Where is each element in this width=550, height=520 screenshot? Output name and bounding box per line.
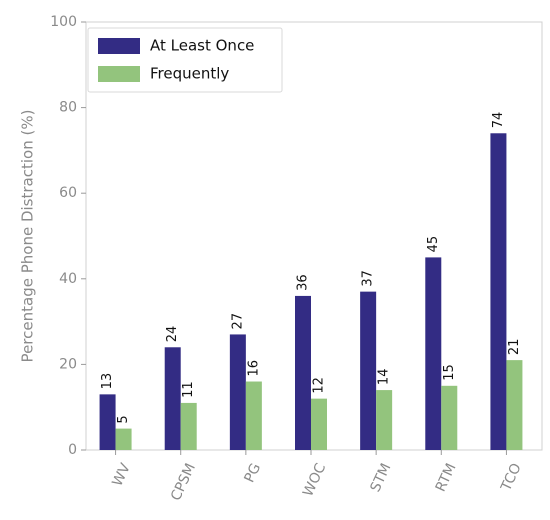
legend: At Least Once Frequently [87, 27, 283, 93]
bar-frequently-woc [311, 398, 327, 450]
x-axis-ticks: WV CPSM PG WOC STM RTM TCO [109, 450, 525, 503]
data-label-frequently-cpsm: 11 [181, 381, 196, 398]
bar-at-least-once-wv [99, 394, 116, 450]
bar-frequently-stm [376, 390, 393, 450]
x-tick-label-wv: WV [109, 461, 134, 489]
legend-swatch-at-least-once [98, 38, 140, 54]
legend-label-frequently: Frequently [150, 65, 229, 83]
x-tick-label-stm: STM [367, 461, 394, 495]
bar-at-least-once-rtm [425, 257, 442, 450]
y-tick-label: 40 [59, 271, 77, 287]
data-label-at-least-once-tco: 74 [491, 112, 506, 129]
y-tick-label: 60 [59, 185, 77, 201]
x-tick-label-cpsm: CPSM [168, 461, 199, 503]
y-axis-label: Percentage Phone Distraction (%) [19, 110, 37, 363]
data-label-frequently-pg: 16 [246, 360, 261, 377]
bar-frequently-wv [115, 428, 132, 450]
bar-at-least-once-woc [295, 295, 311, 450]
bar-at-least-once-tco [490, 133, 507, 450]
bar-frequently-tco [506, 360, 523, 450]
data-label-frequently-wv: 5 [116, 415, 131, 423]
x-tick-label-pg: PG [242, 461, 265, 485]
data-label-at-least-once-wv: 13 [100, 373, 115, 390]
y-tick-label: 20 [59, 356, 77, 372]
bar-frequently-cpsm [180, 402, 197, 450]
data-label-frequently-stm: 14 [377, 369, 392, 386]
data-label-frequently-rtm: 15 [442, 364, 457, 381]
x-tick-label-woc: WOC [300, 461, 329, 499]
data-label-frequently-tco: 21 [507, 339, 522, 356]
y-tick-label: 80 [59, 100, 77, 116]
data-label-at-least-once-rtm: 45 [426, 236, 441, 253]
legend-label-at-least-once: At Least Once [150, 37, 254, 55]
legend-swatch-frequently [98, 66, 140, 82]
y-axis-ticks: 0 20 40 60 80 100 [50, 14, 86, 458]
bar-frequently-rtm [441, 385, 458, 450]
data-label-at-least-once-pg: 27 [230, 313, 245, 330]
bar-at-least-once-pg [229, 334, 246, 450]
bar-at-least-once-stm [360, 291, 377, 450]
y-tick-label: 0 [68, 442, 77, 458]
y-tick-label: 100 [50, 14, 77, 30]
x-tick-label-tco: TCO [498, 461, 525, 495]
data-labels-group: 13 5 24 11 27 16 36 12 37 14 45 15 74 21 [100, 112, 522, 424]
x-tick-label-rtm: RTM [433, 461, 460, 494]
data-label-frequently-woc: 12 [312, 377, 327, 394]
bars-group [99, 133, 523, 450]
bar-frequently-pg [245, 381, 262, 450]
data-label-at-least-once-stm: 37 [361, 270, 376, 287]
data-label-at-least-once-cpsm: 24 [165, 326, 180, 343]
bar-at-least-once-cpsm [164, 347, 181, 450]
data-label-at-least-once-woc: 36 [296, 274, 311, 291]
